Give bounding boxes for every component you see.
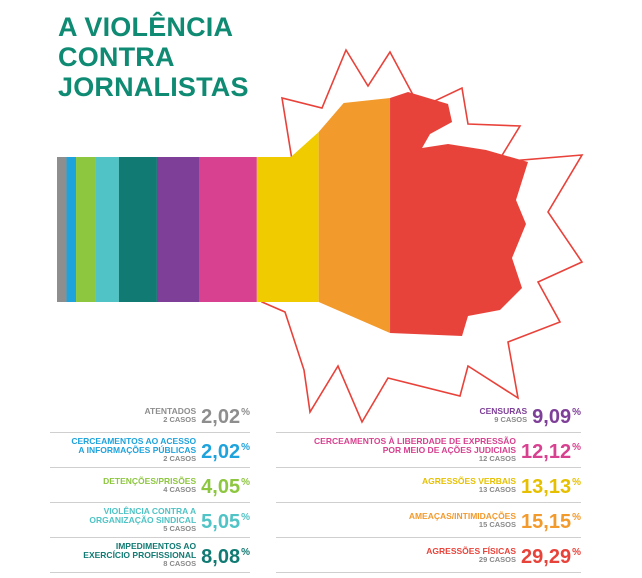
legend-name-line: CERCEAMENTOS AO ACESSO	[71, 436, 197, 446]
legend-name-line: AGRESSÕES FÍSICAS	[426, 545, 517, 556]
legend-item: VIOLÊNCIA CONTRA A ORGANIZAÇÃO SINDICAL 5 …	[50, 503, 250, 538]
percent-sign: %	[572, 512, 581, 523]
legend-label: VIOLÊNCIA CONTRA A ORGANIZAÇÃO SINDICAL 5 …	[89, 507, 196, 533]
percent-sign: %	[241, 512, 250, 523]
percent-sign: %	[572, 477, 581, 488]
legend-cases: 15 CASOS	[478, 519, 517, 529]
legend-name-line: CERCEAMENTOS À LIBERDADE DE EXPRESSÃO	[314, 436, 517, 446]
legend-item: AMEAÇAS/INTIMIDAÇÕES 15 CASOS 15,15%	[276, 503, 581, 538]
data-label: 12,12%	[521, 441, 581, 463]
legend-cases: 2 CASOS	[163, 454, 197, 463]
bar-segment	[256, 132, 319, 302]
data-label: 29,29%	[521, 546, 581, 568]
legend-item: CENSURAS 9 CASOS 9,09%	[276, 398, 581, 433]
legend-cases: 4 CASOS	[163, 484, 197, 494]
legend-item: IMPEDIMENTOS AO EXERCÍCIO PROFISSIONAL 8 C…	[50, 538, 250, 573]
legend-left-column: ATENTADOS 2 CASOS 2,02% CERCEAMENTOS AO ACE…	[50, 398, 250, 573]
legend-item: CERCEAMENTOS AO ACESSO A INFORMAÇÕES PÚBL…	[50, 433, 250, 468]
percent-sign: %	[572, 407, 581, 418]
percent-sign: %	[241, 442, 250, 453]
data-label: 9,09%	[532, 406, 581, 428]
legend-item: AGRESSÕES FÍSICAS 29 CASOS 29,29%	[276, 538, 581, 573]
legend-label: AGRESSÕES FÍSICAS 29 CASOS	[426, 545, 517, 564]
title-line: CONTRA	[58, 42, 175, 72]
legend-name-line: AGRESSÕES VERBAIS	[422, 475, 517, 486]
title-line: JORNALISTAS	[58, 72, 249, 102]
bar-segment	[76, 157, 96, 302]
bar-segment	[57, 157, 67, 302]
percent-sign: %	[241, 407, 250, 418]
legend-name-line: VIOLÊNCIA CONTRA A	[103, 506, 197, 516]
legend-label: CERCEAMENTOS AO ACESSO A INFORMAÇÕES PÚBL…	[71, 437, 196, 463]
percent-sign: %	[241, 477, 250, 488]
legend-label: AMEAÇAS/INTIMIDAÇÕES 15 CASOS	[408, 510, 517, 529]
legend-cases: 13 CASOS	[478, 484, 517, 494]
bar-segment	[66, 157, 77, 302]
legend-label: CERCEAMENTOS À LIBERDADE DE EXPRESSÃO POR…	[314, 437, 516, 463]
legend-item: AGRESSÕES VERBAIS 13 CASOS 13,13%	[276, 468, 581, 503]
legend-label: AGRESSÕES VERBAIS 13 CASOS	[422, 475, 517, 494]
bar-segment	[156, 157, 200, 302]
bar-segment	[390, 92, 528, 336]
legend-cases: 29 CASOS	[478, 554, 517, 564]
legend-item: DETENÇÕES/PRISÕES 4 CASOS 4,05%	[50, 468, 250, 503]
legend-label: IMPEDIMENTOS AO EXERCÍCIO PROFISSIONAL 8 C…	[83, 542, 196, 568]
legend-name-line: EXERCÍCIO PROFISSIONAL	[83, 550, 197, 560]
data-label: 15,15%	[521, 511, 581, 533]
legend-name-line: ORGANIZAÇÃO SINDICAL	[89, 515, 197, 525]
percent-sign: %	[572, 442, 581, 453]
legend-label: CENSURAS 9 CASOS	[479, 405, 528, 424]
legend-right-column: CENSURAS 9 CASOS 9,09% CERCEAMENTOS À LIBER…	[276, 398, 581, 573]
data-label: 8,08%	[201, 546, 250, 568]
legend-cases: 5 CASOS	[163, 524, 197, 533]
bar-segment	[318, 98, 391, 333]
title-line: A VIOLÊNCIA	[58, 12, 234, 42]
fist-finger-lines	[430, 136, 490, 146]
legend-cases: 9 CASOS	[494, 414, 528, 424]
legend-cases: 12 CASOS	[478, 454, 517, 463]
legend-name-line: ATENTADOS	[144, 405, 197, 416]
data-label: 2,02%	[201, 441, 250, 463]
data-label: 4,05%	[201, 476, 250, 498]
percent-sign: %	[241, 547, 250, 558]
legend-cases: 8 CASOS	[163, 559, 197, 568]
data-label: 2,02%	[201, 406, 250, 428]
bar-segment	[95, 157, 119, 302]
legend-cases: 2 CASOS	[163, 414, 197, 424]
legend-name-line: DETENÇÕES/PRISÕES	[103, 475, 197, 486]
chart-title: A VIOLÊNCIA CONTRA JORNALISTAS	[58, 12, 249, 102]
percent-sign: %	[572, 547, 581, 558]
legend-name-line: IMPEDIMENTOS AO	[115, 541, 197, 551]
bar-segments	[57, 92, 528, 336]
data-label: 13,13%	[521, 476, 581, 498]
legend-item: CERCEAMENTOS À LIBERDADE DE EXPRESSÃO POR…	[276, 433, 581, 468]
legend-name-line: A INFORMAÇÕES PÚBLICAS	[78, 445, 197, 455]
bar-segment	[118, 157, 157, 302]
legend-name-line: CENSURAS	[479, 405, 528, 416]
data-label: 5,05%	[201, 511, 250, 533]
legend-label: DETENÇÕES/PRISÕES 4 CASOS	[103, 475, 197, 494]
legend-name-line: POR MEIO DE AÇÕES JUDICIAIS	[382, 445, 517, 455]
legend-name-line: AMEAÇAS/INTIMIDAÇÕES	[408, 510, 517, 521]
legend-label: ATENTADOS 2 CASOS	[144, 405, 197, 424]
bar-segment	[199, 157, 257, 302]
legend-item: ATENTADOS 2 CASOS 2,02%	[50, 398, 250, 433]
